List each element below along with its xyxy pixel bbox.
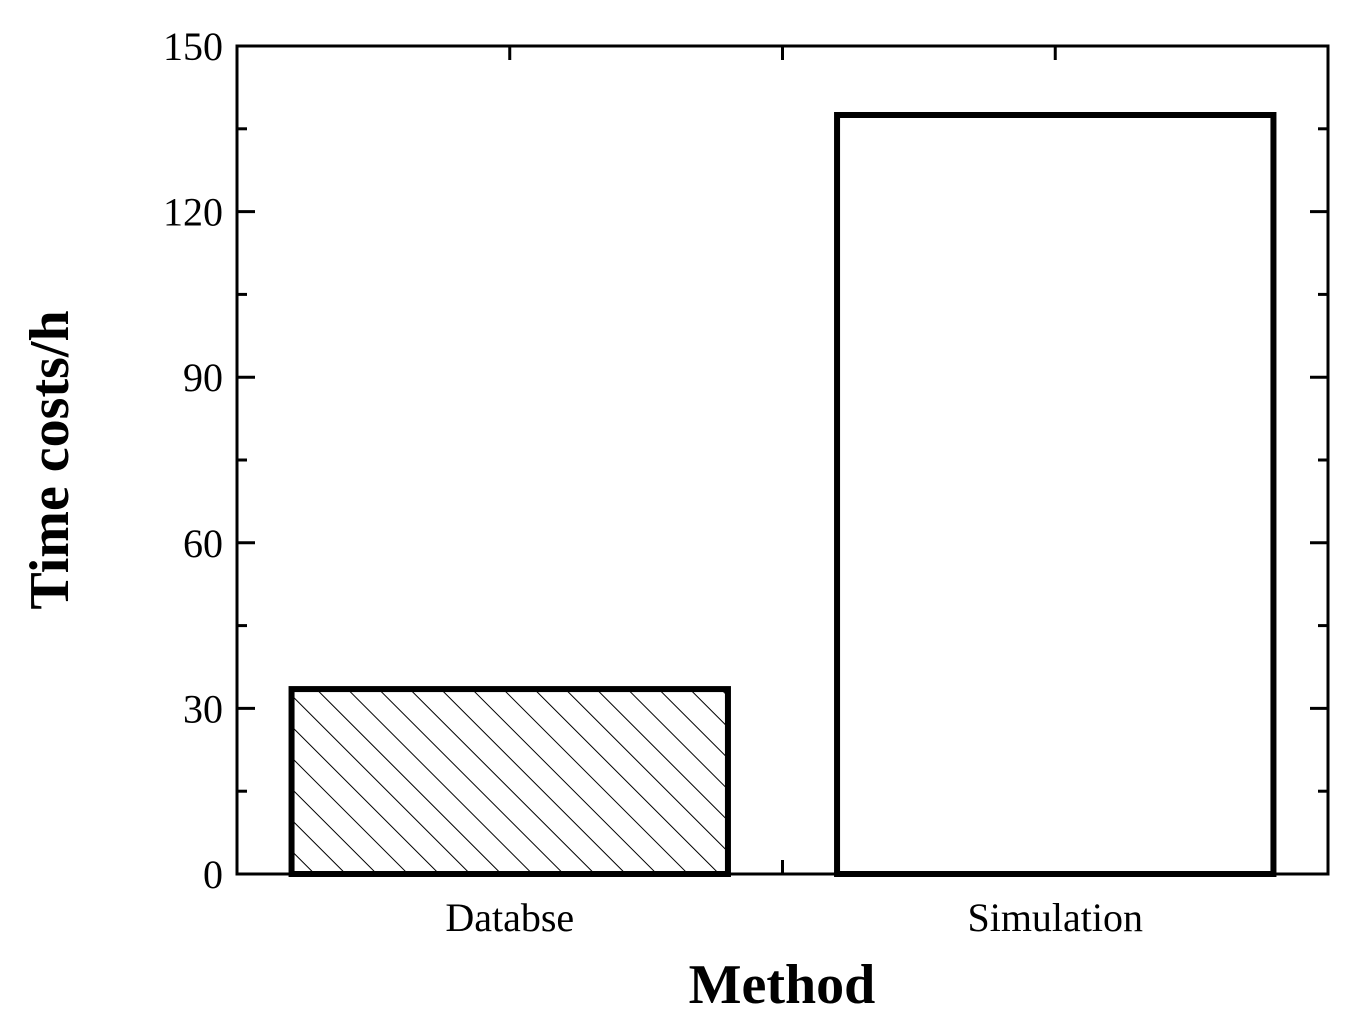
bars-layer <box>288 112 1277 878</box>
x-tick-label: Databse <box>445 895 574 940</box>
plot-frame <box>235 44 1330 876</box>
y-axis-title: Time costs/h <box>19 310 81 609</box>
y-tick-label: 90 <box>183 355 223 400</box>
y-tick-label: 0 <box>203 852 223 897</box>
labels-layer: Databse Simulation 0 30 60 90 120 150 <box>163 24 1143 940</box>
x-axis-title: Method <box>689 954 876 1016</box>
y-tick-label: 30 <box>183 686 223 731</box>
y-tick-label: 60 <box>183 521 223 566</box>
x-tick-label: Simulation <box>967 895 1143 940</box>
y-tick-label: 150 <box>163 24 223 69</box>
bar-databse <box>288 686 731 878</box>
bar-simulation <box>834 112 1277 877</box>
y-tick-label: 120 <box>163 190 223 235</box>
